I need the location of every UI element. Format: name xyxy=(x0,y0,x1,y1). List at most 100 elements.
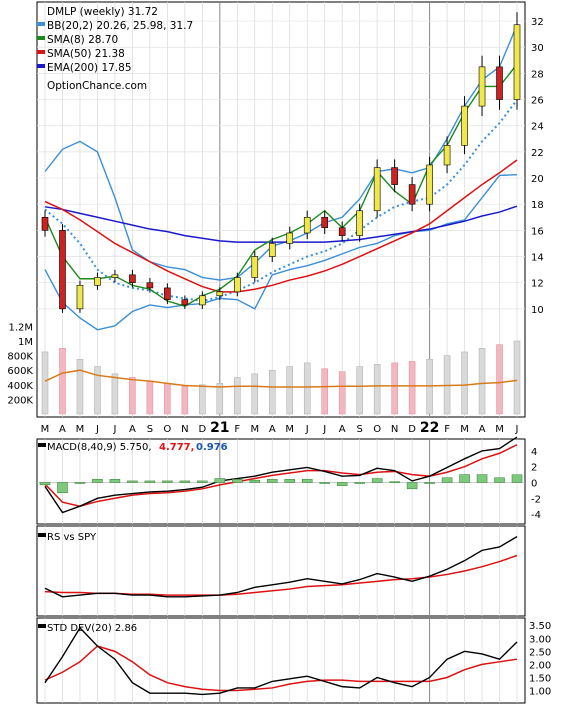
macd-line xyxy=(44,436,518,514)
rs-swatch xyxy=(38,533,46,537)
month-tick-label: D xyxy=(408,424,416,435)
std-legend: STD DEV(20) 2.86 xyxy=(38,623,137,634)
volume-bar xyxy=(286,366,293,415)
price-candle xyxy=(356,210,363,236)
month-tick-label: F xyxy=(444,424,450,435)
macd-histogram-bar xyxy=(57,482,68,494)
month-tick-label: O xyxy=(163,424,171,435)
volume-bar xyxy=(111,373,119,415)
macd-histogram-bar xyxy=(197,480,208,483)
watermark: OptionChance.com xyxy=(47,80,147,92)
macd-histogram-bar xyxy=(424,482,435,484)
volume-bar xyxy=(164,383,171,415)
volume-bar xyxy=(461,351,468,415)
price-candle xyxy=(286,232,294,244)
price-tick-label: 20 xyxy=(531,174,544,185)
std-tick-label: 1.00 xyxy=(529,687,551,698)
macd-histogram-bar xyxy=(267,479,278,483)
price-tick-label: 12 xyxy=(531,279,544,290)
volume-bar xyxy=(391,362,398,415)
macd-histogram-bar xyxy=(179,480,191,483)
macd-histogram-bar xyxy=(214,478,226,483)
price-candle xyxy=(199,295,206,306)
price-tick-label: 28 xyxy=(531,69,544,80)
month-tick-label: N xyxy=(181,424,188,435)
volume-tick-label: 400K xyxy=(7,381,33,392)
macd-histogram-bar xyxy=(371,478,383,483)
volume-bar xyxy=(496,344,503,415)
macd-histogram-bar xyxy=(92,479,103,483)
volume-bar xyxy=(303,362,311,415)
month-tick-label: M xyxy=(495,424,504,435)
macd-histogram-bar xyxy=(39,482,51,486)
legend-ema200: EMA(200) 17.85 xyxy=(47,62,132,74)
month-tick-label: A xyxy=(129,424,136,435)
volume-tick-label: 1M xyxy=(18,337,33,348)
rs-line xyxy=(44,535,518,598)
month-tick-label: J xyxy=(515,424,519,435)
volume-tick-label: 1.2M xyxy=(8,322,33,333)
macd-tick-label: 4 xyxy=(531,447,537,458)
legend-bb: BB(20,2) 20.26, 25.98, 31.7 xyxy=(47,20,193,32)
month-tick-label: A xyxy=(59,424,66,435)
month-tick-label: M xyxy=(41,424,50,435)
month-tick-label: J xyxy=(95,424,99,435)
macd-signal-line xyxy=(44,444,518,507)
price-tick-label: 16 xyxy=(531,226,544,237)
std-tick-label: 2.50 xyxy=(529,647,551,658)
volume-bar xyxy=(41,351,49,415)
volume-bar xyxy=(269,369,276,415)
price-candle xyxy=(513,24,521,100)
volume-bar xyxy=(356,366,363,415)
price-candle xyxy=(408,184,416,205)
price-candle xyxy=(94,277,101,286)
volume-bar xyxy=(129,377,136,415)
price-candle xyxy=(373,167,381,212)
month-tick-label: J xyxy=(305,424,309,435)
price-tick-label: 10 xyxy=(531,305,544,316)
volume-bar xyxy=(251,373,259,415)
volume-bar xyxy=(373,364,381,415)
legend-swatch-ema200 xyxy=(37,64,45,68)
macd-histogram-bar xyxy=(232,479,243,483)
price-tick-label: 32 xyxy=(531,17,544,28)
price-legend: DMLP (weekly) 31.72 BB(20,2) 20.26, 25.9… xyxy=(37,6,193,92)
month-tick-label: M xyxy=(250,424,259,435)
price-tick-label: 18 xyxy=(531,200,544,211)
month-tick-label: A xyxy=(269,424,276,435)
macd-histogram-bar xyxy=(74,482,86,484)
volume-bar xyxy=(181,386,189,415)
price-candle xyxy=(321,216,329,229)
macd-histogram-bar xyxy=(319,482,330,484)
volume-bar xyxy=(146,380,154,415)
volume-bar xyxy=(216,383,224,415)
macd-histogram-bar xyxy=(389,481,400,483)
volume-tick-label: 800K xyxy=(7,352,33,363)
price-tick-label: 26 xyxy=(531,96,544,107)
price-candle xyxy=(76,284,84,310)
macd-tick-label: -4 xyxy=(531,510,541,521)
month-tick-label: S xyxy=(147,424,153,435)
volume-bar xyxy=(76,359,84,415)
volume-bar xyxy=(478,348,486,415)
rs-panel-frame xyxy=(36,525,526,617)
macd-histogram-bar xyxy=(354,482,365,484)
chart-title: DMLP (weekly) 31.72 xyxy=(47,6,158,18)
month-tick-label: D xyxy=(198,424,206,435)
price-candle xyxy=(233,277,241,293)
macd-histogram-bar xyxy=(249,479,261,483)
price-candle xyxy=(303,216,311,234)
price-candle xyxy=(181,299,189,306)
macd-title: MACD(8,40,9) 5.750, xyxy=(47,442,152,453)
month-tick-label: J xyxy=(322,424,326,435)
price-candle xyxy=(496,66,503,100)
macd-legend: MACD(8,40,9) 5.750, 4.777, 0.976 xyxy=(38,442,228,453)
price-tick-label: 22 xyxy=(531,148,544,159)
volume-bar xyxy=(94,366,101,415)
month-tick-label: M xyxy=(460,424,469,435)
price-candle xyxy=(146,282,154,289)
macd-histogram-bar xyxy=(406,482,418,490)
macd-histogram-bar xyxy=(476,474,488,483)
bb-middle-line xyxy=(44,99,518,303)
